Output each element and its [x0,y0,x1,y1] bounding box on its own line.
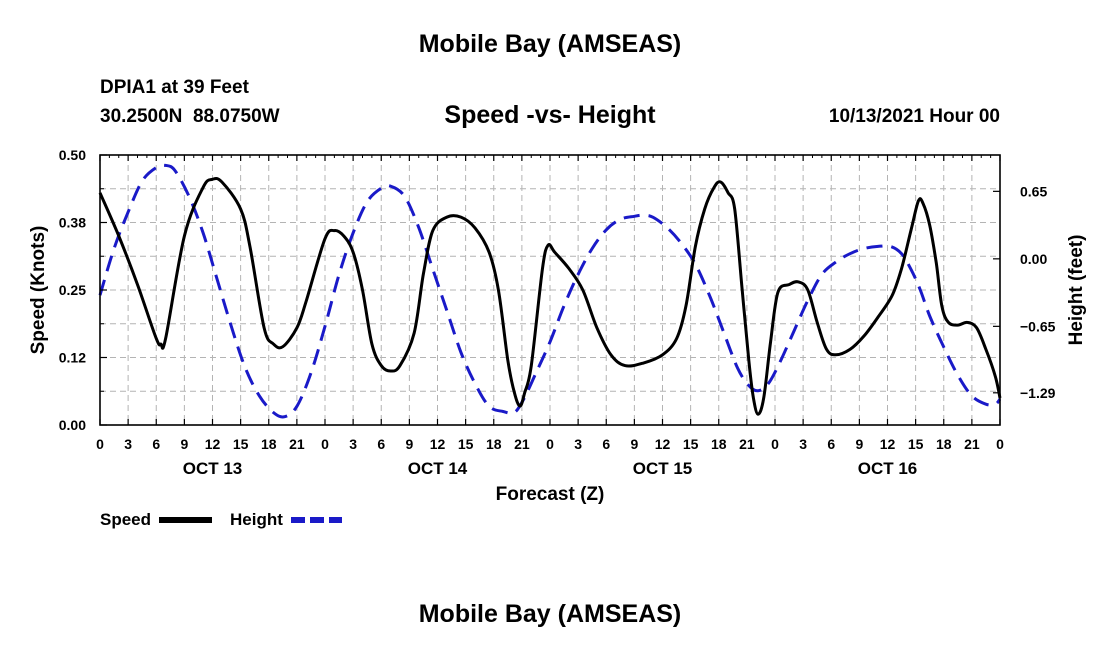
x-tick-label: 3 [799,436,807,452]
series-speed-line [98,176,1002,416]
x-tick-label: 15 [233,436,249,452]
x-tick-label: 6 [152,436,160,452]
x-tick-label: 18 [936,436,952,452]
x-tick-label: 0 [321,436,329,452]
x-tick-label: 12 [430,436,446,452]
x-tick-label: 15 [683,436,699,452]
x-tick-label: 21 [964,436,980,452]
x-tick-label: 3 [349,436,357,452]
series-height-line [98,163,1002,419]
x-tick-label: 12 [880,436,896,452]
y2-tick-label: −1.29 [1020,385,1056,401]
x-tick-label: 21 [289,436,305,452]
x-tick-label: 3 [574,436,582,452]
x-tick-label: 9 [180,436,188,452]
x-tick-label: 0 [771,436,779,452]
y2-axis-title: Height (feet) [1066,235,1087,346]
x-tick-label: 0 [996,436,1004,452]
y-axis-title: Speed (Knots) [28,226,49,355]
x-tick-label: 0 [96,436,104,452]
y-tick-label: 0.50 [59,147,86,163]
chart-title: Mobile Bay (AMSEAS) [418,30,682,58]
day-label: OCT 13 [183,459,243,478]
y-tick-label: 0.25 [59,282,86,298]
x-tick-label: 15 [458,436,474,452]
legend-height-label: Height [230,510,283,529]
station-label: DPIA1 at 39 Feet [100,77,249,98]
x-tick-label: 9 [855,436,863,452]
x-tick-label: 18 [711,436,727,452]
y2-tick-label: 0.00 [1020,251,1047,267]
y-tick-label: 0.38 [59,215,86,231]
day-label: OCT 16 [858,459,918,478]
x-tick-label: 9 [630,436,638,452]
day-label: OCT 15 [633,459,693,478]
y-tick-label: 0.12 [59,350,86,366]
x-tick-label: 12 [205,436,221,452]
footer-title: Mobile Bay (AMSEAS) [418,600,682,628]
chart-subtitle: Speed -vs- Height [444,101,656,129]
x-tick-label: 21 [514,436,530,452]
x-tick-label: 21 [739,436,755,452]
legend-speed-label: Speed [100,510,151,529]
day-label: OCT 14 [408,459,468,478]
x-tick-label: 6 [827,436,835,452]
x-tick-label: 6 [377,436,385,452]
y2-tick-label: −0.65 [1020,318,1056,334]
x-tick-label: 18 [486,436,502,452]
y-tick-label: 0.00 [59,417,86,433]
x-tick-label: 12 [655,436,671,452]
y2-tick-label: 0.65 [1020,183,1047,199]
x-tick-label: 6 [602,436,610,452]
x-axis-title: Forecast (Z) [496,484,605,505]
x-tick-label: 3 [124,436,132,452]
x-tick-label: 9 [405,436,413,452]
x-tick-label: 0 [546,436,554,452]
x-tick-label: 15 [908,436,924,452]
x-tick-label: 18 [261,436,277,452]
forecast-datetime: 10/13/2021 Hour 00 [828,106,1000,127]
station-coordinates: 30.2500N 88.0750W [100,106,280,127]
